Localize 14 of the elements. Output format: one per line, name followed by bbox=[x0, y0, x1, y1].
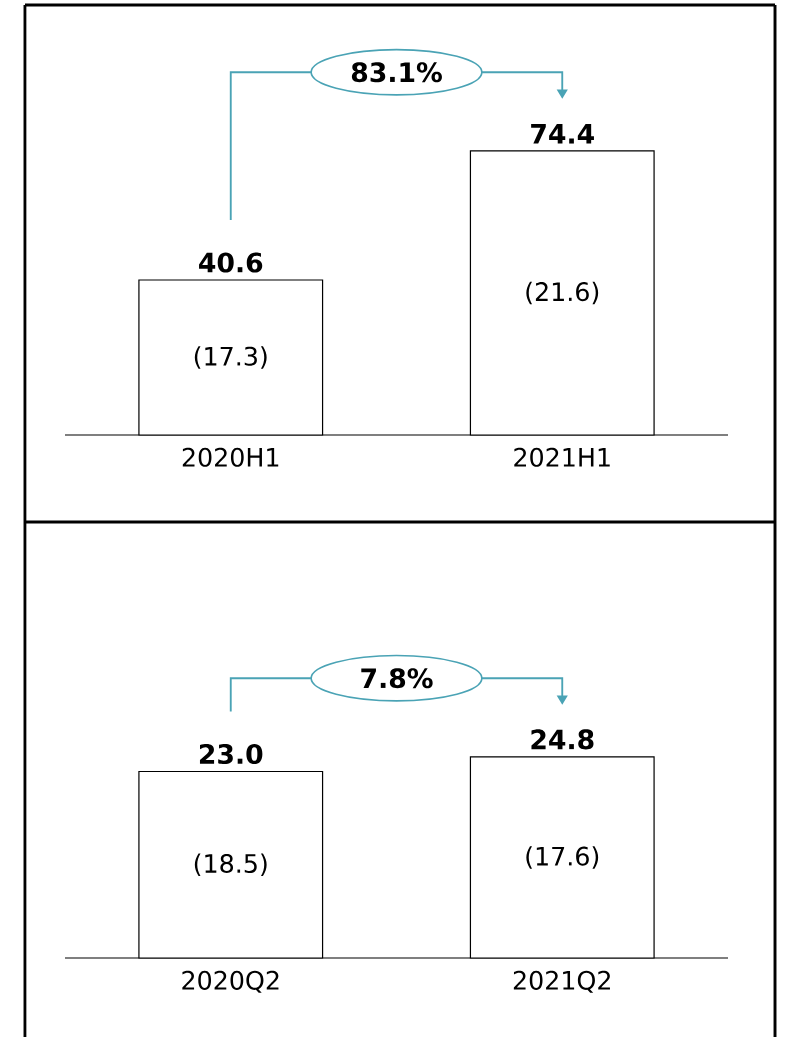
x-tick-label: 2021Q2 bbox=[513, 970, 610, 993]
data-label: 24.8 bbox=[531, 729, 594, 750]
data-label: 23.0 bbox=[199, 743, 263, 765]
data-label: 74.4 bbox=[531, 124, 594, 144]
data-label: 40.6 bbox=[199, 252, 263, 273]
annotation: (18.5) bbox=[194, 853, 267, 877]
x-tick-label: 2021H1 bbox=[514, 447, 610, 467]
annotation: (17.3) bbox=[194, 346, 267, 369]
annotation: (17.6) bbox=[526, 846, 599, 869]
text: 7.8% bbox=[361, 668, 433, 689]
x-tick-label: 2020Q2 bbox=[182, 970, 279, 993]
x-tick-label: 2020H1 bbox=[182, 447, 279, 467]
text: 83.1% bbox=[351, 62, 442, 83]
annotation: (21.6) bbox=[526, 281, 599, 305]
